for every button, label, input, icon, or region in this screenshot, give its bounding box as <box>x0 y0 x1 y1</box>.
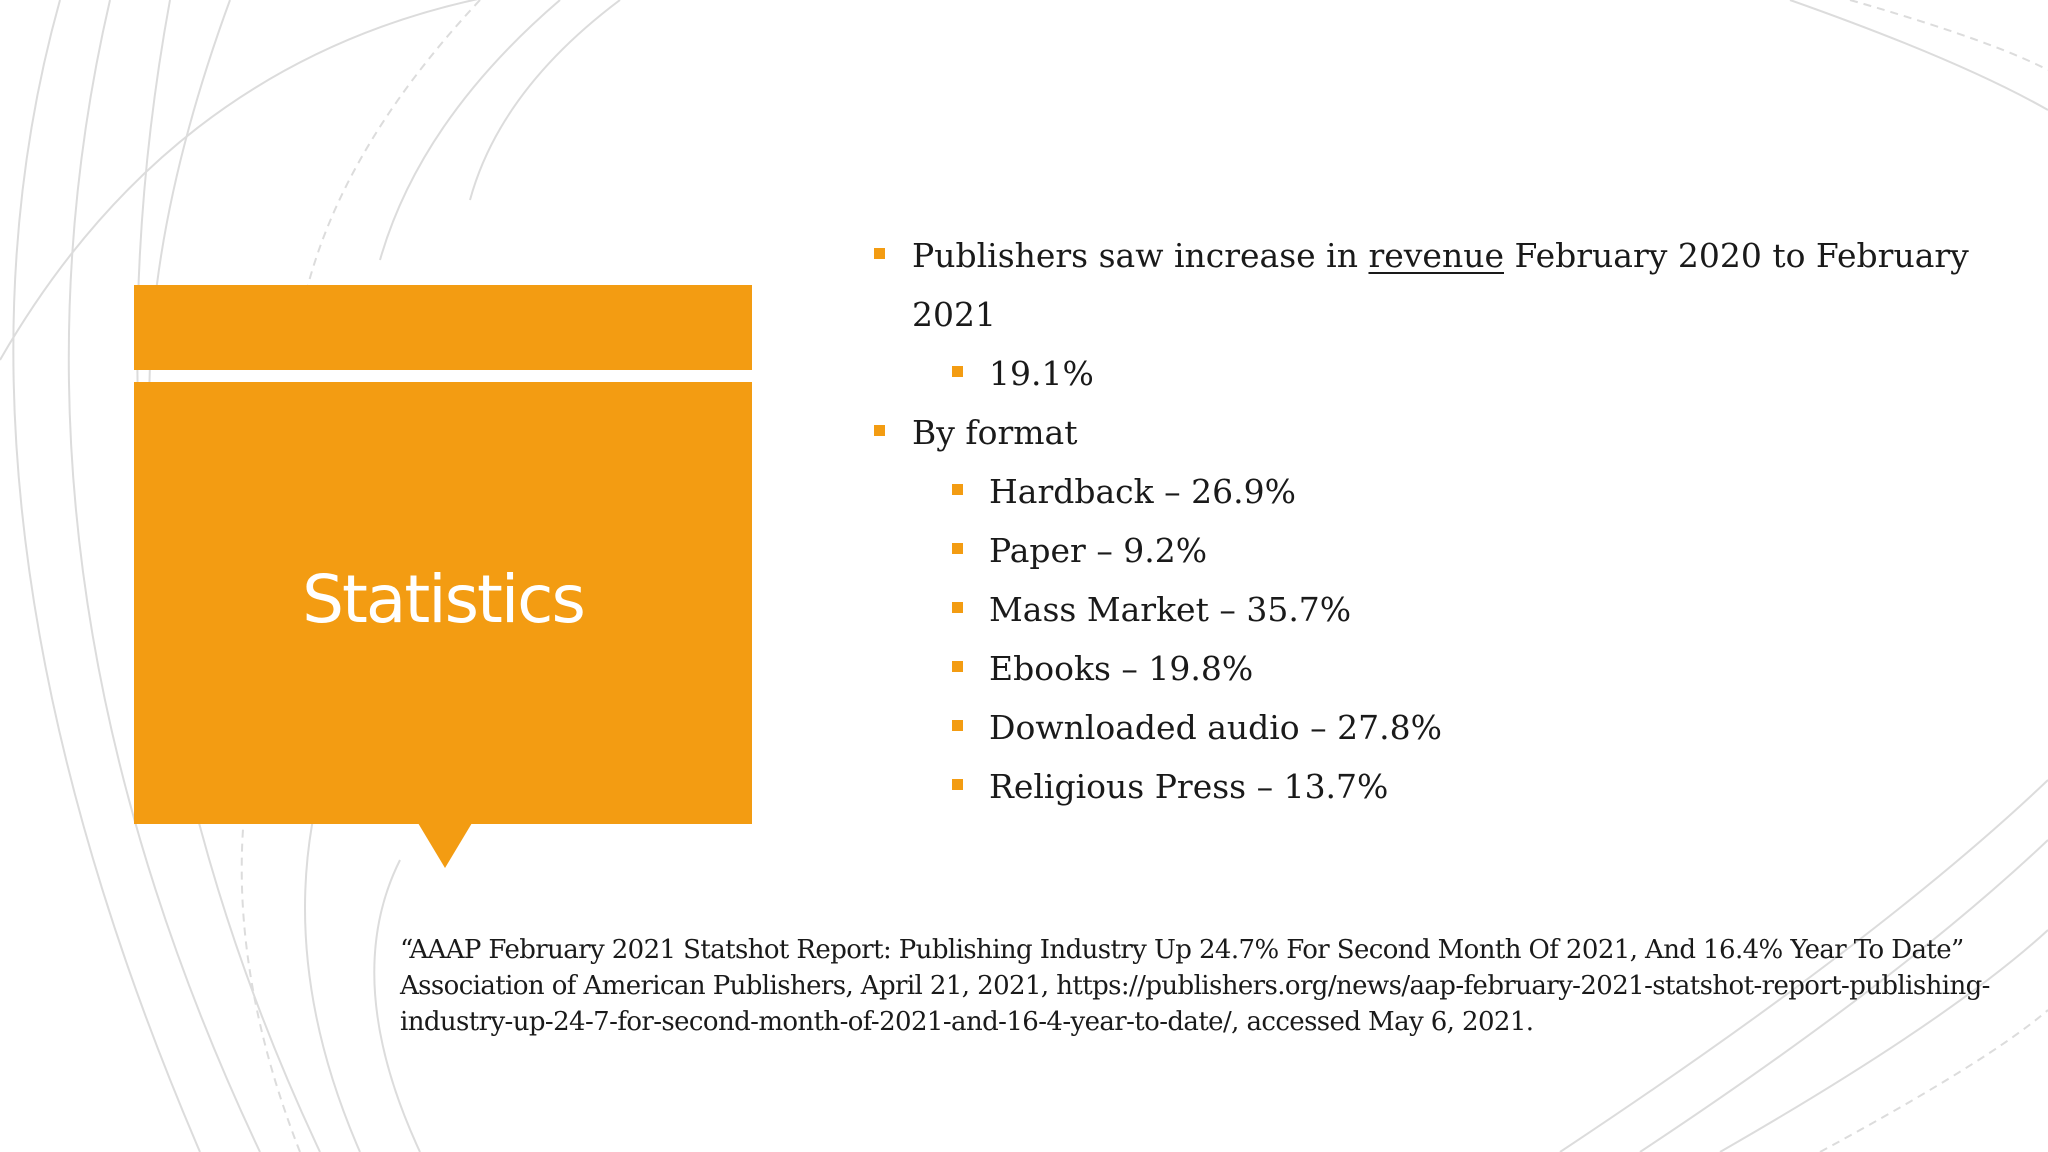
title-box-pointer <box>418 823 472 868</box>
bullet-format-item: Hardback – 26.9% <box>874 462 2004 521</box>
format-item-text: Paper – 9.2% <box>989 531 1208 570</box>
square-bullet-icon <box>952 661 963 672</box>
bullet-by-format: By format <box>874 403 2004 462</box>
square-bullet-icon <box>952 720 963 731</box>
citation-text: “AAAP February 2021 Statshot Report: Pub… <box>400 935 1990 1037</box>
bullet-revenue: Publishers saw increase in revenue Febru… <box>874 226 2004 344</box>
square-bullet-icon <box>874 248 885 259</box>
slide-title: Statistics <box>302 560 586 638</box>
square-bullet-icon <box>952 484 963 495</box>
bullet-format-item: Downloaded audio – 27.8% <box>874 698 2004 757</box>
bullet-revenue-value: 19.1% <box>874 344 2004 403</box>
bullet-format-item: Ebooks – 19.8% <box>874 639 2004 698</box>
bullet-format-item: Paper – 9.2% <box>874 521 2004 580</box>
bullet-format-item: Religious Press – 13.7% <box>874 757 2004 816</box>
revenue-link[interactable]: revenue <box>1368 236 1504 275</box>
format-item-text: Religious Press – 13.7% <box>989 767 1389 806</box>
format-item-text: Mass Market – 35.7% <box>989 590 1352 629</box>
format-item-text: Hardback – 26.9% <box>989 472 1296 511</box>
bullet-list: Publishers saw increase in revenue Febru… <box>874 226 2004 816</box>
square-bullet-icon <box>952 543 963 554</box>
square-bullet-icon <box>952 779 963 790</box>
by-format-label: By format <box>912 413 1078 452</box>
format-item-text: Downloaded audio – 27.8% <box>989 708 1442 747</box>
square-bullet-icon <box>952 602 963 613</box>
bullet-format-item: Mass Market – 35.7% <box>874 580 2004 639</box>
square-bullet-icon <box>952 366 963 377</box>
revenue-value: 19.1% <box>989 354 1094 393</box>
format-item-text: Ebooks – 19.8% <box>989 649 1254 688</box>
square-bullet-icon <box>874 425 885 436</box>
revenue-text-post: February 2020 to February 2021 <box>912 236 1969 334</box>
title-accent-bar <box>134 285 752 370</box>
revenue-text-pre: Publishers saw increase in <box>912 236 1369 275</box>
title-box <box>134 382 752 824</box>
